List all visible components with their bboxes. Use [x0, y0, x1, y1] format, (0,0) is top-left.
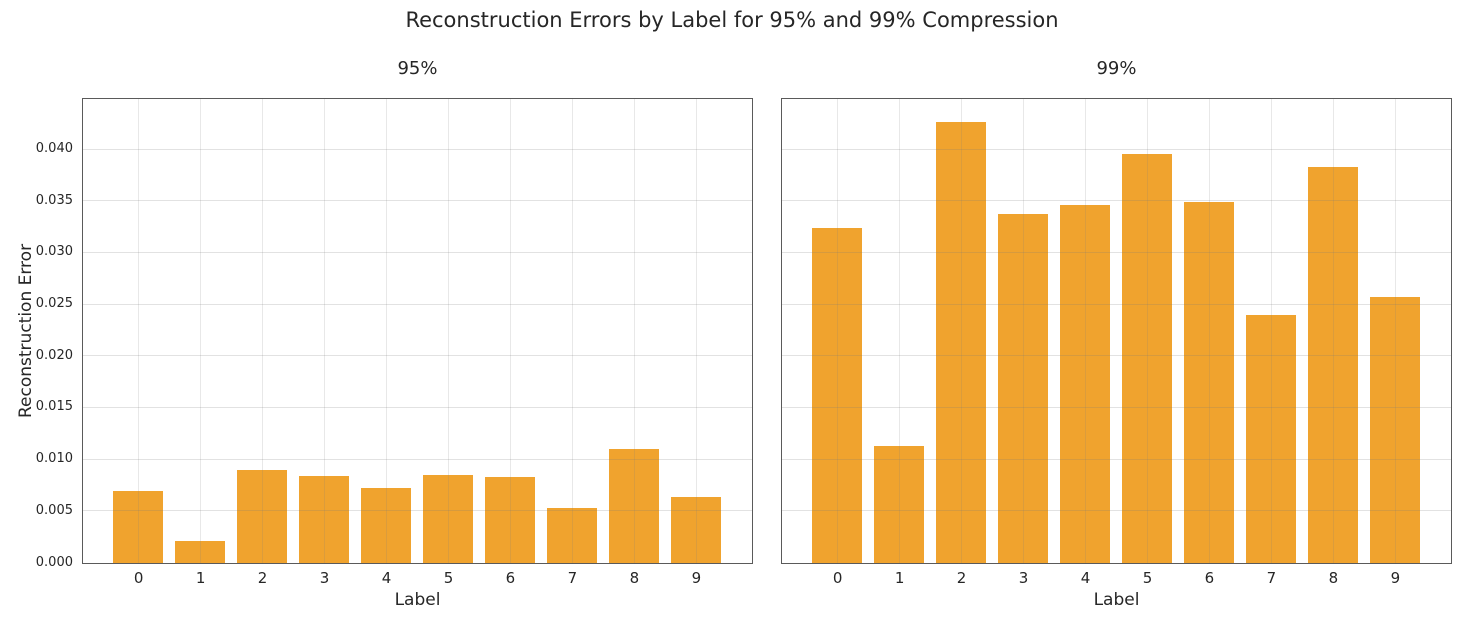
bar-label-7	[547, 508, 597, 563]
subplot-99: 99% Label 0 1 2 3 4 5 6 7 8 9	[781, 58, 1452, 610]
vertical-gridline	[633, 99, 635, 563]
x-tick-label: 9	[691, 569, 702, 587]
vertical-gridline	[1023, 99, 1025, 563]
bar-label-5	[423, 475, 473, 563]
y-tick-label: 0.020	[35, 347, 73, 363]
vertical-gridline	[571, 99, 573, 563]
bar-label-9	[671, 496, 721, 563]
vertical-gridline	[509, 99, 511, 563]
vertical-gridline	[138, 99, 140, 563]
x-tick-label: 0	[133, 569, 144, 587]
y-tick-label: 0.030	[35, 244, 73, 260]
x-tick-label: 3	[319, 569, 330, 587]
bar-label-4	[361, 487, 411, 563]
bar-label-2	[936, 121, 986, 563]
bar-label-3	[299, 476, 349, 563]
y-tick-label: 0.040	[35, 141, 73, 157]
x-tick-label: 6	[505, 569, 516, 587]
horizontal-gridline	[83, 303, 752, 305]
x-tick-label: 7	[567, 569, 578, 587]
bar-label-7	[1246, 314, 1296, 563]
bar-label-2	[237, 470, 287, 563]
vertical-gridline	[447, 99, 449, 563]
horizontal-gridline	[83, 200, 752, 202]
bar-label-9	[1370, 297, 1420, 563]
horizontal-gridline	[782, 251, 1451, 253]
x-tick-label: 5	[443, 569, 454, 587]
subplot-95: 95% Reconstruction Error Label 0 1 2 3 4 5 6 7 8…	[16, 58, 753, 610]
vertical-gridline	[386, 99, 388, 563]
x-tick-label: 8	[1328, 569, 1339, 587]
x-tick-label: 8	[629, 569, 640, 587]
x-tick-label: 6	[1204, 569, 1215, 587]
horizontal-gridline	[782, 406, 1451, 408]
x-tick-label: 9	[1390, 569, 1401, 587]
vertical-gridline	[899, 99, 901, 563]
horizontal-gridline	[83, 510, 752, 512]
vertical-gridline	[1085, 99, 1087, 563]
y-tick-label: 0.015	[35, 399, 73, 415]
vertical-gridline	[324, 99, 326, 563]
bar-label-1	[175, 541, 225, 563]
y-tick-label: 0.025	[35, 296, 73, 312]
bar-label-6	[485, 477, 535, 563]
y-tick-label: 0.005	[35, 502, 73, 518]
horizontal-gridline	[83, 406, 752, 408]
bar-label-3	[998, 213, 1048, 563]
bar-label-6	[1184, 202, 1234, 563]
horizontal-gridline	[782, 148, 1451, 150]
x-tick-label: 3	[1018, 569, 1029, 587]
x-tick-label: 7	[1266, 569, 1277, 587]
x-tick-label: 0	[832, 569, 843, 587]
vertical-gridline	[837, 99, 839, 563]
bar-label-8	[609, 449, 659, 563]
x-tick-label: 4	[381, 569, 392, 587]
subplot-99-title: 99%	[1096, 58, 1137, 79]
x-axis-label-95: Label	[394, 590, 441, 610]
vertical-gridline	[200, 99, 202, 563]
horizontal-gridline	[782, 510, 1451, 512]
horizontal-gridline	[782, 458, 1451, 460]
horizontal-gridline	[83, 355, 752, 357]
bar-label-0	[812, 228, 862, 563]
bar-label-4	[1060, 205, 1110, 563]
bar-label-8	[1308, 167, 1358, 563]
x-tick-label: 2	[257, 569, 268, 587]
y-tick-label: 0.010	[35, 451, 73, 467]
plot-area-95	[82, 98, 753, 564]
horizontal-gridline	[782, 355, 1451, 357]
x-tick-label: 1	[195, 569, 206, 587]
bar-label-5	[1122, 153, 1172, 563]
vertical-gridline	[1208, 99, 1210, 563]
horizontal-gridline	[83, 148, 752, 150]
bar-label-1	[874, 446, 924, 563]
x-tick-label: 4	[1080, 569, 1091, 587]
x-tick-label: 5	[1142, 569, 1153, 587]
vertical-gridline	[262, 99, 264, 563]
vertical-gridline	[1394, 99, 1396, 563]
vertical-gridline	[1146, 99, 1148, 563]
horizontal-gridline	[782, 303, 1451, 305]
subplot-95-title: 95%	[397, 58, 438, 79]
y-axis-label: Reconstruction Error	[16, 243, 36, 419]
horizontal-gridline	[782, 200, 1451, 202]
x-tick-label: 2	[956, 569, 967, 587]
vertical-gridline	[695, 99, 697, 563]
vertical-gridline	[961, 99, 963, 563]
plot-area-99	[781, 98, 1452, 564]
bar-label-0	[113, 490, 163, 563]
horizontal-gridline	[83, 458, 752, 460]
horizontal-gridline	[83, 251, 752, 253]
vertical-gridline	[1270, 99, 1272, 563]
vertical-gridline	[1332, 99, 1334, 563]
x-axis-label-99: Label	[1093, 590, 1140, 610]
x-tick-label: 1	[894, 569, 905, 587]
y-tick-label: 0.035	[35, 192, 73, 208]
y-tick-label: 0.000	[35, 554, 73, 570]
figure-title: Reconstruction Errors by Label for 95% a…	[405, 8, 1059, 32]
